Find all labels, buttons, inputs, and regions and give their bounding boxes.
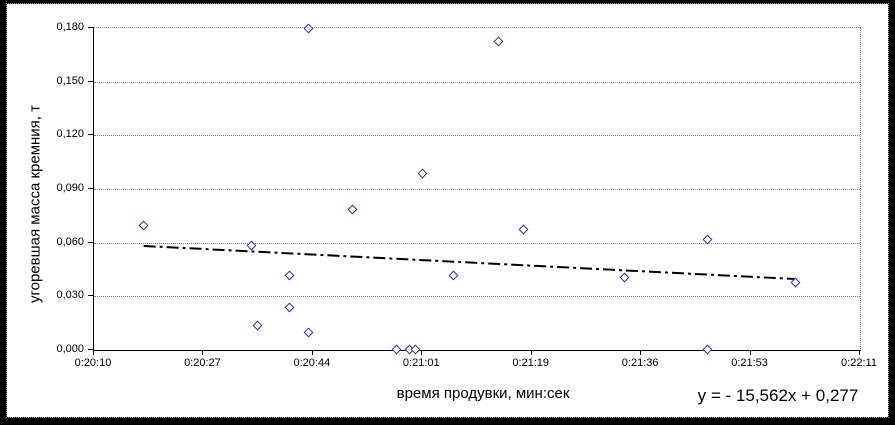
- x-tick-label: 0:21:36: [621, 357, 659, 369]
- x-axis-tick: [859, 350, 860, 355]
- y-axis-tick: [88, 188, 93, 189]
- trendline-segment: [143, 244, 796, 281]
- y-axis-tick: [88, 27, 93, 28]
- y-tick-label: 0,000: [56, 343, 84, 355]
- y-axis-tick: [88, 295, 93, 297]
- gridline-y-0,060: [94, 242, 860, 244]
- y-axis-tick: [88, 134, 93, 136]
- y-tick-label: 0,030: [56, 289, 84, 302]
- x-axis-tick: [202, 350, 204, 355]
- x-tick-label: 0:21:19: [512, 357, 550, 369]
- y-tick-label: 0,060: [56, 235, 84, 248]
- x-axis-title: время продувки, мин:сек: [396, 385, 570, 402]
- gridline-y-0,030: [94, 296, 860, 298]
- y-axis-tick: [88, 241, 93, 243]
- gridline-y-0,090: [94, 189, 860, 190]
- x-axis-tick: [749, 350, 751, 355]
- y-tick-label: 0,180: [56, 21, 84, 33]
- x-axis-tick: [640, 350, 642, 355]
- y-axis-tick: [88, 80, 93, 82]
- x-axis-tick: [530, 350, 532, 355]
- x-tick-label: 0:20:27: [184, 357, 221, 369]
- gridline-y-0,150: [94, 81, 860, 83]
- y-axis-tick: [88, 349, 93, 350]
- x-tick-label: 0:20:10: [74, 357, 112, 369]
- trendline: [143, 244, 796, 281]
- x-tick-label: 0:21:01: [402, 357, 440, 369]
- y-tick-label: 0,120: [56, 128, 84, 141]
- x-tick-label: 0:22:11: [841, 357, 877, 369]
- x-axis-tick: [421, 350, 423, 355]
- x-tick-label: 0:21:53: [731, 357, 768, 369]
- y-tick-label: 0,150: [56, 74, 84, 87]
- x-axis-tick: [93, 350, 94, 355]
- x-axis-tick: [311, 350, 313, 355]
- x-tick-label: 0:20:44: [293, 357, 331, 369]
- y-tick-label: 0,090: [56, 182, 84, 194]
- gridline-y-0,120: [94, 135, 860, 137]
- chart-panel: угоревшая масса кремния, т время продувк…: [6, 3, 889, 418]
- trendline-equation-annotation: y = - 15,562x + 0,277: [697, 386, 859, 405]
- plot-area: [93, 27, 861, 351]
